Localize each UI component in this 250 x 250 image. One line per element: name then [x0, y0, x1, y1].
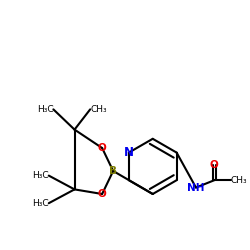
Text: H₃C: H₃C: [32, 171, 49, 180]
Text: O: O: [98, 189, 106, 199]
Text: CH₃: CH₃: [90, 105, 107, 114]
Text: B: B: [109, 166, 117, 176]
Text: N: N: [124, 146, 134, 159]
Text: CH₃: CH₃: [231, 176, 248, 185]
Text: H₃C: H₃C: [32, 199, 49, 208]
Text: NH: NH: [187, 182, 205, 192]
Text: O: O: [98, 143, 106, 153]
Text: O: O: [210, 160, 219, 170]
Text: H₃C: H₃C: [37, 105, 53, 114]
